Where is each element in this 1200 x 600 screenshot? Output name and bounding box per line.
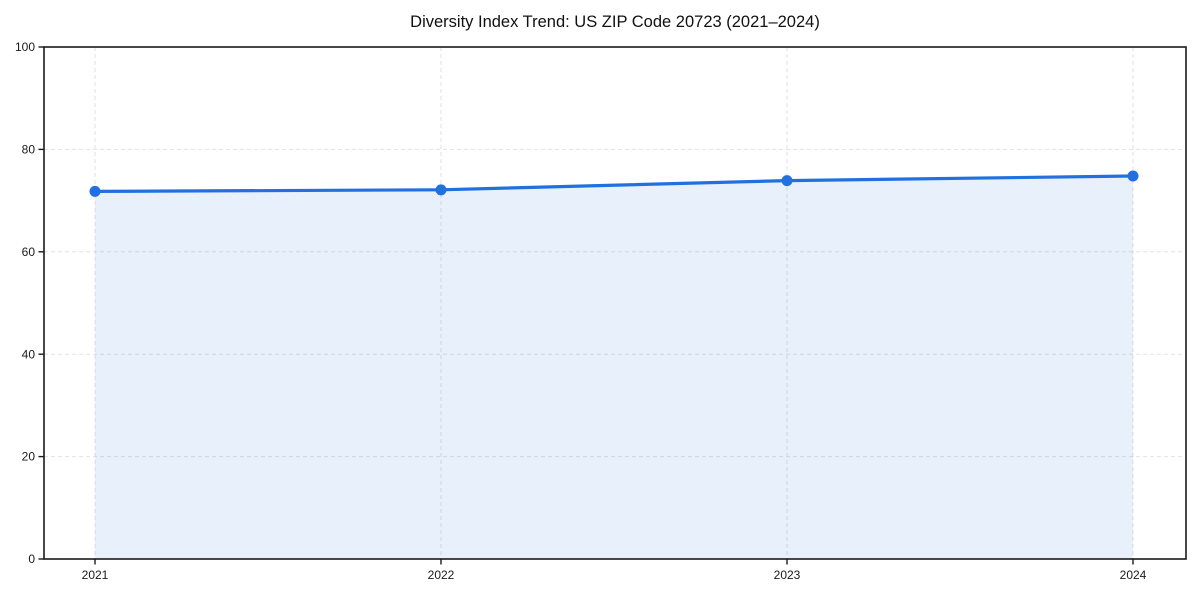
x-tick-label: 2022 [428, 568, 455, 582]
y-tick-label: 60 [22, 245, 36, 259]
series-line [93, 174, 1135, 193]
y-tick-label: 80 [22, 142, 36, 156]
y-tick-label: 40 [22, 347, 36, 361]
x-tick-label: 2023 [774, 568, 801, 582]
axes-frame [43, 46, 1187, 560]
x-tick-label: 2021 [82, 568, 109, 582]
data-point-marker [781, 175, 793, 187]
chart-title: Diversity Index Trend: US ZIP Code 20723… [410, 13, 820, 31]
data-point-marker [89, 185, 101, 197]
data-point-marker [435, 184, 447, 196]
y-tick-label: 100 [15, 40, 35, 54]
x-tick-label: 2024 [1120, 568, 1147, 582]
data-point-marker [1127, 170, 1139, 182]
y-tick-label: 0 [28, 552, 35, 566]
area-fill [95, 176, 1133, 559]
y-tick-label: 20 [22, 450, 36, 464]
